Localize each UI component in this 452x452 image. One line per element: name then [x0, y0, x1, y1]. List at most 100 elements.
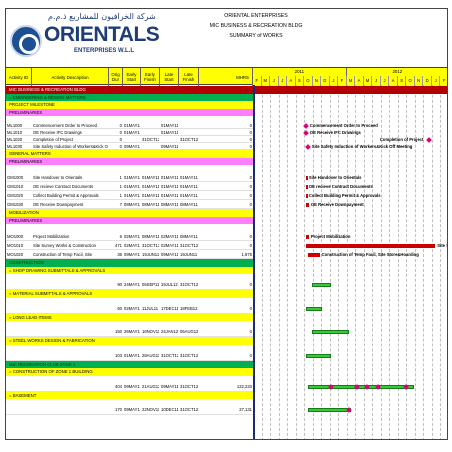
cell-id — [7, 304, 31, 314]
cell-id: GM1000 — [7, 175, 24, 180]
activity-row[interactable]: 40409MAY1121AUG1209MAY1131OCT12122,233 — [6, 382, 253, 392]
activity-row[interactable]: 10301MAY1128AUG1131OCT1231OCT120 — [6, 351, 253, 361]
month-gridline — [312, 85, 314, 439]
cell-lf: 18FEB12 — [180, 305, 198, 311]
cell-lf — [180, 122, 198, 129]
month-gridline — [440, 85, 442, 439]
cell-mh: 0 — [249, 352, 252, 358]
cell-dur: 150 — [115, 329, 122, 334]
gantt-bar[interactable] — [305, 353, 332, 358]
cell-ls: 17DEC11 — [161, 305, 178, 311]
cell-id: ML1010 — [7, 130, 23, 135]
cell-ls: 01MAY11 — [161, 130, 178, 135]
milestone-marker[interactable] — [303, 122, 309, 129]
logo-emblem-icon — [10, 25, 42, 57]
cell-dur: 1 — [119, 184, 122, 189]
cell-es: 01MAY11 — [124, 130, 140, 135]
activity-row[interactable]: ML1030 Site Safety Induction of Workers&K… — [6, 143, 253, 150]
cell-desc: Site Safety Induction of Workers&Kick Of… — [33, 144, 108, 149]
cell-id: ML1030 — [7, 144, 23, 149]
gantt-bar[interactable] — [311, 283, 332, 287]
cell-mh: 0 — [249, 123, 252, 128]
cell-desc — [33, 280, 108, 290]
cell-id — [7, 351, 31, 361]
column-header-activity-id: Activity ID — [6, 68, 32, 86]
group-band: PROJECT MILESTONE — [6, 101, 253, 109]
gantt-bar[interactable] — [305, 202, 309, 207]
cell-desc: Site Survey Works & Construction — [33, 243, 96, 248]
month-label: O — [304, 76, 313, 86]
cell-lf: 31OCT12 — [180, 383, 198, 389]
gantt-bar[interactable] — [305, 306, 322, 311]
cell-dur: 1 — [119, 193, 122, 198]
activity-row[interactable]: ML1000 Commencement Order to Proceed 0 01MA… — [6, 122, 253, 129]
cell-lf: 01MAY11 — [180, 193, 198, 198]
cell-id: MO1010 — [7, 243, 24, 248]
cell-id: GM1030 — [7, 202, 24, 207]
cell-mh: 0 — [249, 144, 252, 149]
cell-lf: 01MAY11 — [180, 184, 198, 189]
cell-es: 01MAY11 — [124, 193, 140, 198]
milestone-marker[interactable] — [303, 129, 309, 136]
schedule-sheet: شركة الخرافيون للمشاريع ذ.م.م ORIENTALS … — [5, 8, 448, 440]
month-gridline — [397, 85, 399, 439]
cell-lf: 08MAY11 — [180, 202, 198, 207]
cell-mh: 0 — [249, 329, 252, 334]
month-gridline — [406, 85, 408, 439]
activity-row[interactable]: MO1020 Construction of Temp Facil, Site 36… — [6, 250, 253, 259]
cell-desc: Commencement Order to Proceed — [33, 123, 98, 128]
month-gridline — [329, 85, 331, 439]
cell-dur: 0 — [119, 144, 122, 149]
month-gridline — [295, 85, 297, 439]
activity-row[interactable]: 6002MAY1111JUL1117DEC1118FEB12 0 — [6, 304, 253, 314]
group-band: = CONSTRUCTION OF ZONE 1 BUILDING — [6, 368, 253, 376]
cell-ef: 01MAY11 — [142, 193, 159, 198]
activity-row[interactable]: GM1020 Collect Building Permit & Approval… — [6, 191, 253, 200]
cell-id: ML1020 — [7, 137, 23, 142]
cell-ef: 01MAY11 — [142, 184, 159, 189]
cell-desc — [33, 405, 108, 415]
cell-es: 02MAY11 — [124, 305, 140, 311]
activity-row[interactable]: 9024MAY1105SEP1119JUL1231OCT12 0 — [6, 280, 253, 290]
cell-dur: 0 — [119, 130, 122, 135]
year-2011: 2011 — [253, 68, 347, 76]
timeline-header: 2011 2012 F M J J A S O N D J F M A M J J A S O N D J F — [253, 67, 447, 86]
gantt-bar[interactable] — [305, 193, 308, 198]
gantt-label: Site Handover to Orientals — [308, 174, 362, 180]
cell-dur: 90 — [117, 282, 122, 287]
activity-row[interactable]: MO1010 Site Survey Works & Construction 47… — [6, 241, 253, 250]
gantt-bar[interactable] — [305, 175, 308, 180]
table-gantt-divider — [253, 85, 255, 439]
gantt-bar[interactable] — [307, 252, 320, 257]
cell-dur: 60 — [117, 305, 122, 311]
cell-lf — [180, 143, 198, 150]
month-label: N — [414, 76, 424, 86]
company-logo: شركة الخرافيون للمشاريع ذ.م.م ORIENTALS … — [8, 11, 160, 67]
activity-row[interactable]: 15026MAY1116NOV1124JAN1205AUG12 0 — [6, 327, 253, 337]
group-band: = STEEL WORKS DESIGN & FABRICATION — [6, 337, 253, 345]
month-gridline — [389, 85, 391, 439]
cell-ef: 08MAY11 — [142, 202, 159, 207]
activity-row[interactable]: 17009MAY1122NOV1110DEC1131OCT12 27,131 — [6, 405, 253, 415]
month-gridline — [321, 85, 323, 439]
gantt-bar[interactable] — [305, 234, 309, 239]
gantt-bar[interactable] — [311, 330, 350, 334]
milestone-marker[interactable] — [305, 143, 311, 150]
gantt-bar[interactable] — [305, 184, 308, 189]
activity-row[interactable]: ML1020 Completion of Project 0 31OCT12 31OCT… — [6, 136, 253, 143]
gantt-label: OE Receive Downpayment — [310, 201, 364, 207]
gantt-bar[interactable] — [305, 243, 436, 248]
cell-desc: OE Receive IFC Drawings — [33, 130, 82, 135]
cell-mh: 0 — [249, 234, 252, 239]
month-gridline — [278, 85, 280, 439]
gantt-bar[interactable] — [307, 384, 414, 389]
gantt-bar[interactable] — [307, 408, 351, 412]
group-band: GENERAL MATTERS — [6, 150, 253, 158]
cell-id — [7, 280, 31, 290]
milestone-label: Commencement Order to Proceed — [309, 122, 378, 128]
activity-row[interactable]: GM1010 OE recieve Contract Documents 1 01MA… — [6, 182, 253, 191]
